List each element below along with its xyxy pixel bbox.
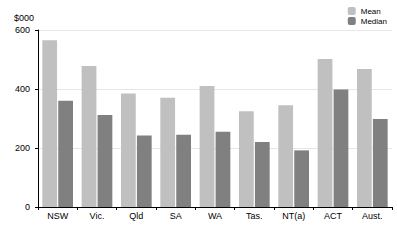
svg-text:WA: WA <box>208 211 222 221</box>
svg-text:Qld: Qld <box>129 211 143 221</box>
svg-text:NT(a): NT(a) <box>282 211 305 221</box>
svg-text:0: 0 <box>25 202 30 212</box>
svg-text:NSW: NSW <box>47 211 69 221</box>
svg-text:Mean: Mean <box>361 7 381 16</box>
svg-text:400: 400 <box>15 84 30 94</box>
svg-text:$000: $000 <box>14 13 34 23</box>
svg-text:Vic.: Vic. <box>90 211 105 221</box>
svg-text:Aust.: Aust. <box>362 211 383 221</box>
svg-text:ACT: ACT <box>324 211 343 221</box>
svg-text:SA: SA <box>170 211 182 221</box>
svg-text:Tas.: Tas. <box>246 211 263 221</box>
svg-text:Median: Median <box>361 17 387 26</box>
svg-text:600: 600 <box>15 25 30 35</box>
svg-text:200: 200 <box>15 143 30 153</box>
